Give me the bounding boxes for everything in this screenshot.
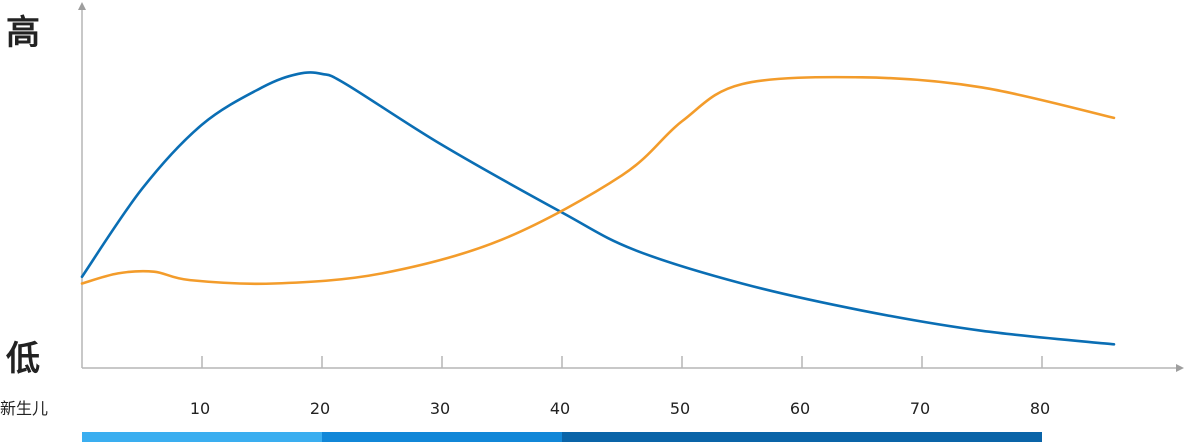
x-tick-label: 70	[910, 399, 930, 418]
x-tick-label: 30	[430, 399, 450, 418]
x-tick-label: 80	[1030, 399, 1050, 418]
age-band	[562, 432, 1042, 442]
x-axis-ticks: 10 20 30 40 50 60 70 80	[190, 356, 1050, 418]
y-axis-arrow	[78, 2, 86, 10]
axes	[78, 2, 1184, 372]
x-axis-origin-label: 新生儿	[0, 399, 48, 418]
y-axis-low-label: 低	[6, 339, 40, 379]
series-lines	[80, 71, 1116, 346]
series-line-orange	[80, 75, 1116, 286]
series-line-blue	[80, 71, 1116, 346]
age-bands	[82, 432, 1042, 442]
x-tick-label: 40	[550, 399, 570, 418]
x-tick-label: 20	[310, 399, 330, 418]
x-axis-arrow	[1176, 364, 1184, 372]
x-tick-label: 60	[790, 399, 810, 418]
x-tick-label: 10	[190, 399, 210, 418]
x-tick-label: 50	[670, 399, 690, 418]
age-band	[82, 432, 322, 442]
y-axis-high-label: 高	[6, 13, 40, 53]
age-band	[322, 432, 562, 442]
